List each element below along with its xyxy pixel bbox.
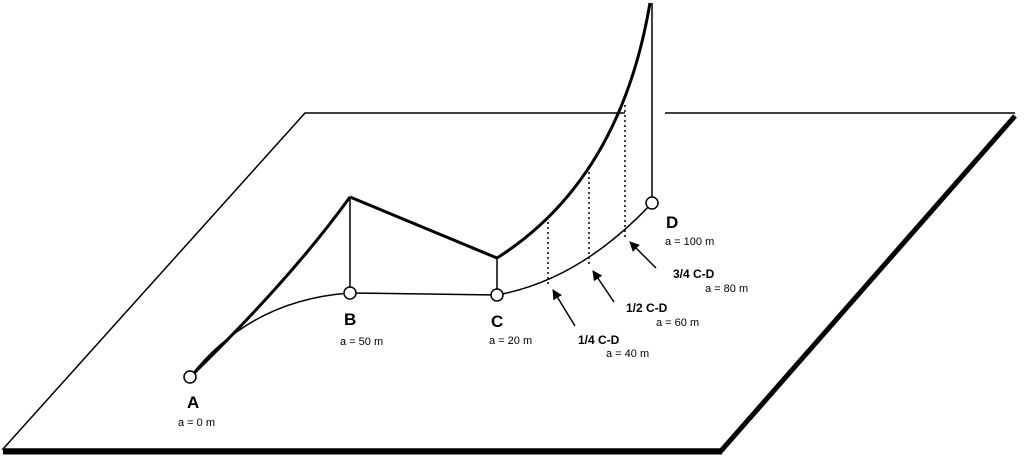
point-a-label: A <box>187 393 199 412</box>
fraction-q1-value: a = 40 m <box>606 348 649 360</box>
point-b-value: a = 50 m <box>340 336 383 348</box>
arrow-q1 <box>552 289 576 327</box>
profile-line-a-b <box>188 196 352 379</box>
fraction-q2-value: a = 60 m <box>656 317 699 329</box>
point-a-marker <box>183 370 197 384</box>
fraction-q3-value: a = 80 m <box>705 283 748 295</box>
arrow-q3 <box>629 241 657 269</box>
point-b-label: B <box>344 310 356 329</box>
point-d-label: D <box>666 213 678 232</box>
point-d-value: a = 100 m <box>665 236 714 248</box>
profile-line-b-c <box>349 195 498 260</box>
ground-path-b-c <box>349 292 498 296</box>
profile-line-c-d <box>496 2 652 260</box>
ground-path-a-b <box>189 292 351 378</box>
fraction-q2-label: 1/2 C-D <box>626 301 668 315</box>
point-c-value: a = 20 m <box>489 335 532 347</box>
point-b-marker <box>343 286 357 300</box>
point-d-marker <box>645 196 659 210</box>
point-a-value: a = 0 m <box>178 417 215 429</box>
fraction-q1-label: 1/4 C-D <box>578 333 620 347</box>
point-c-marker <box>490 288 504 302</box>
fraction-q3-label: 3/4 C-D <box>673 267 715 281</box>
arrow-q2 <box>592 270 615 303</box>
ground-plane <box>1 112 1017 455</box>
point-c-label: C <box>491 312 503 331</box>
ground-path-c-d <box>496 202 653 296</box>
